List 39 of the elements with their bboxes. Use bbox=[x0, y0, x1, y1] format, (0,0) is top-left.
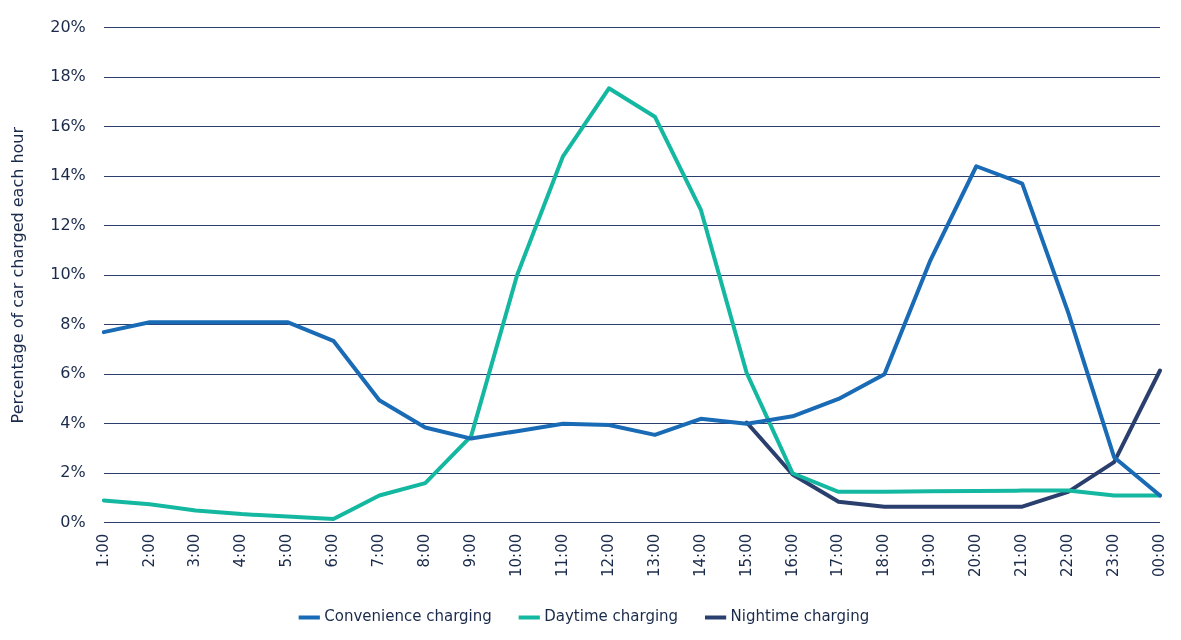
x-tick-label: 18:00 bbox=[874, 533, 893, 578]
y-tick-label: 12% bbox=[50, 214, 86, 234]
x-tick-label: 6:00 bbox=[323, 533, 342, 568]
x-tick-label: 2:00 bbox=[139, 533, 158, 568]
legend-label: Nightime charging bbox=[730, 607, 870, 626]
legend-label: Convenience charging bbox=[324, 607, 492, 626]
x-tick-label: 21:00 bbox=[1012, 533, 1031, 578]
y-axis-title: Percentage of car charged each hour bbox=[7, 126, 27, 424]
x-tick-label: 13:00 bbox=[644, 533, 663, 578]
x-tick-label: 22:00 bbox=[1058, 533, 1077, 578]
y-tick-label: 2% bbox=[60, 462, 86, 482]
x-tick-label: 5:00 bbox=[277, 533, 296, 568]
x-tick-label: 8:00 bbox=[415, 533, 434, 568]
x-tick-label: 19:00 bbox=[920, 533, 939, 578]
legend-label: Daytime charging bbox=[544, 607, 679, 626]
y-tick-label: 0% bbox=[60, 511, 86, 531]
y-tick-label: 20% bbox=[50, 16, 86, 36]
y-tick-label: 6% bbox=[60, 363, 86, 383]
y-tick-label: 4% bbox=[60, 412, 86, 432]
x-tick-label: 1:00 bbox=[93, 533, 112, 568]
x-tick-label: 12:00 bbox=[598, 533, 617, 578]
x-tick-label: 00:00 bbox=[1149, 533, 1168, 578]
x-tick-label: 16:00 bbox=[782, 533, 801, 578]
y-tick-label: 10% bbox=[50, 264, 86, 284]
x-tick-label: 4:00 bbox=[231, 533, 250, 568]
x-tick-label: 15:00 bbox=[736, 533, 755, 578]
x-tick-label: 3:00 bbox=[185, 533, 204, 568]
x-tick-label: 11:00 bbox=[552, 533, 571, 578]
x-tick-label: 20:00 bbox=[966, 533, 985, 578]
y-tick-label: 16% bbox=[50, 115, 86, 135]
x-tick-label: 17:00 bbox=[828, 533, 847, 578]
y-tick-label: 14% bbox=[50, 165, 86, 185]
y-tick-label: 8% bbox=[60, 313, 86, 333]
x-tick-label: 14:00 bbox=[690, 533, 709, 578]
x-tick-label: 23:00 bbox=[1103, 533, 1122, 578]
y-tick-label: 18% bbox=[50, 66, 86, 86]
x-tick-label: 7:00 bbox=[369, 533, 388, 568]
x-tick-label: 9:00 bbox=[461, 533, 480, 568]
x-tick-label: 10:00 bbox=[506, 533, 525, 578]
